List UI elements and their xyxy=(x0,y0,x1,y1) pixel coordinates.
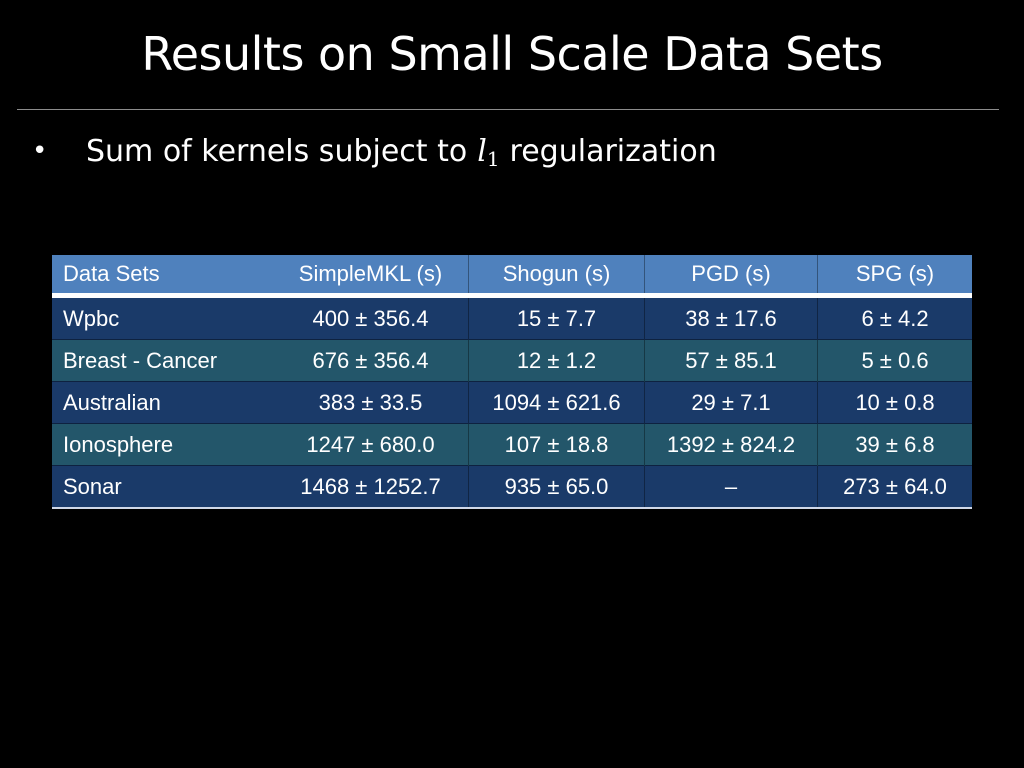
table-row: Breast - Cancer 676 ± 356.4 12 ± 1.2 57 … xyxy=(52,339,972,382)
cell-dataset: Breast - Cancer xyxy=(63,347,218,373)
cell-simplemkl: 383 ± 33.5 xyxy=(318,389,423,415)
cell-simplemkl: 1247 ± 680.0 xyxy=(306,431,435,457)
cell-pgd: 29 ± 7.1 xyxy=(644,381,818,424)
cell-shogun: 1094 ± 621.6 xyxy=(468,381,645,424)
cell-spg: 39 ± 6.8 xyxy=(817,423,972,466)
table-row: Ionosphere 1247 ± 680.0 107 ± 18.8 1392 … xyxy=(52,423,972,466)
table-row: Wpbc 400 ± 356.4 15 ± 7.7 38 ± 17.6 6 ± … xyxy=(52,295,972,340)
cell-pgd: – xyxy=(644,465,818,508)
cell-simplemkl: 400 ± 356.4 xyxy=(312,305,429,331)
header-spg: SPG (s) xyxy=(817,255,972,296)
cell-dataset: Ionosphere xyxy=(63,431,174,457)
cell-shogun: 15 ± 7.7 xyxy=(468,295,645,340)
header-data-sets: Data Sets xyxy=(63,261,160,286)
cell-spg: 273 ± 64.0 xyxy=(817,465,972,508)
title-divider xyxy=(17,109,999,110)
cell-spg: 6 ± 4.2 xyxy=(817,295,972,340)
cell-pgd: 38 ± 17.6 xyxy=(644,295,818,340)
cell-spg: 10 ± 0.8 xyxy=(817,381,972,424)
cell-dataset: Australian xyxy=(63,389,161,415)
math-subscript: 1 xyxy=(486,147,500,171)
slide-title: Results on Small Scale Data Sets xyxy=(141,27,883,81)
header-shogun: Shogun (s) xyxy=(468,255,645,296)
cell-shogun: 12 ± 1.2 xyxy=(468,339,645,382)
results-table: Data Sets SimpleMKL (s) Shogun (s) PGD (… xyxy=(52,255,972,509)
bullet-text-before: Sum of kernels subject to xyxy=(86,133,468,169)
cell-spg: 5 ± 0.6 xyxy=(817,339,972,382)
cell-dataset: Sonar xyxy=(63,473,122,499)
math-variable: l xyxy=(477,133,487,169)
header-simplemkl: SimpleMKL (s) xyxy=(298,261,443,286)
cell-pgd: 57 ± 85.1 xyxy=(644,339,818,382)
cell-simplemkl: 676 ± 356.4 xyxy=(312,347,429,373)
cell-shogun: 107 ± 18.8 xyxy=(468,423,645,466)
cell-simplemkl: 1468 ± 1252.7 xyxy=(300,473,441,499)
cell-shogun: 935 ± 65.0 xyxy=(468,465,645,508)
table-row: Australian 383 ± 33.5 1094 ± 621.6 29 ± … xyxy=(52,381,972,424)
cell-pgd: 1392 ± 824.2 xyxy=(644,423,818,466)
bullet-marker: • xyxy=(32,136,48,166)
table-header-row: Data Sets SimpleMKL (s) Shogun (s) PGD (… xyxy=(52,255,972,296)
header-pgd: PGD (s) xyxy=(644,255,818,296)
bullet-text-after: regularization xyxy=(509,133,717,169)
cell-dataset: Wpbc xyxy=(63,305,120,331)
table-row: Sonar 1468 ± 1252.7 935 ± 65.0 – 273 ± 6… xyxy=(52,465,972,508)
